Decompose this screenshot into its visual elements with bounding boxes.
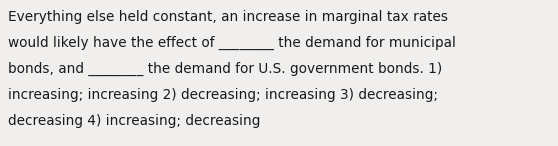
Text: would likely have the effect of ________ the demand for municipal: would likely have the effect of ________… xyxy=(8,36,456,50)
Text: Everything else held constant, an increase in marginal tax rates: Everything else held constant, an increa… xyxy=(8,10,448,24)
Text: decreasing 4) increasing; decreasing: decreasing 4) increasing; decreasing xyxy=(8,114,260,128)
Text: bonds, and ________ the demand for U.S. government bonds. 1): bonds, and ________ the demand for U.S. … xyxy=(8,62,442,76)
Text: increasing; increasing 2) decreasing; increasing 3) decreasing;: increasing; increasing 2) decreasing; in… xyxy=(8,88,438,102)
